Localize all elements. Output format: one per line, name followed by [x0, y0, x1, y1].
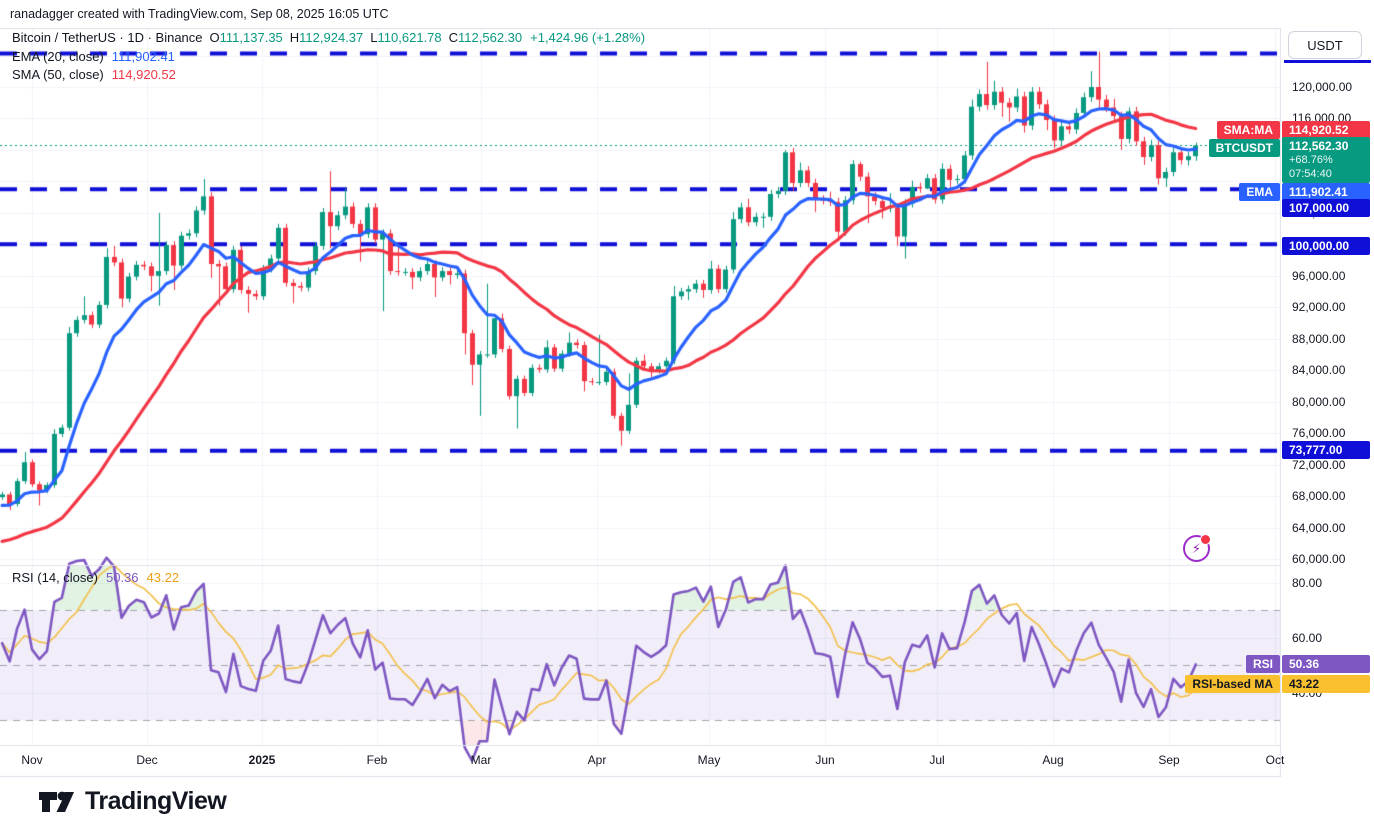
sma-label: SMA (50, close)	[12, 67, 104, 82]
price-tick-label: 68,000.00	[1292, 489, 1346, 504]
ema-axis-tag: EMA	[1239, 183, 1280, 201]
price-axis-badge: 73,777.00	[1282, 441, 1370, 459]
notification-dot	[1200, 534, 1211, 545]
tradingview-logo[interactable]: TradingView	[38, 787, 227, 816]
time-axis-month-label: Dec	[136, 753, 158, 767]
rsi-axis-badge: 50.36	[1282, 655, 1370, 673]
price-tick-label: 72,000.00	[1292, 457, 1346, 472]
rsi-legend: RSI (14, close) 50.36 43.22	[12, 570, 179, 585]
close-label: C	[448, 30, 459, 45]
sma-value: 114,920.52	[111, 67, 176, 82]
open-label: O	[209, 30, 220, 45]
rsi-axis-badge: 43.22	[1282, 675, 1370, 693]
high-label: H	[289, 30, 300, 45]
rsi-axis-tag: RSI	[1245, 655, 1280, 673]
close-value: 112,562.30	[458, 30, 523, 45]
price-tick-label: 76,000.00	[1292, 426, 1346, 441]
rsi-value: 50.36	[105, 570, 139, 585]
time-axis-month-label: Mar	[470, 753, 492, 767]
price-tick-label: 92,000.00	[1292, 300, 1346, 315]
lightning-bolt-icon: ⚡	[1191, 541, 1202, 556]
rsi-tick-label: 80.00	[1292, 575, 1323, 590]
price-tick-label: 84,000.00	[1292, 363, 1346, 378]
sma-ma-axis-tag: SMA:MA	[1216, 121, 1280, 139]
time-axis-month-label: Feb	[366, 753, 388, 767]
tradingview-logo-mark	[39, 791, 74, 812]
price-axis-badge: 112,562.30 +68.76% 07:54:40	[1282, 137, 1370, 183]
time-axis-month-label: Sep	[1158, 753, 1180, 767]
price-axis-badge: 111,902.41	[1282, 183, 1370, 201]
time-axis-month-label: Oct	[1265, 753, 1285, 767]
change-value: +1,424.96 (+1.28%)	[530, 30, 646, 45]
ema-label: EMA (20, close)	[12, 49, 104, 64]
time-axis-scale[interactable]: Nov Dec 2025 Feb Mar Apr May Jun Jul Aug Sep Oct	[0, 745, 1284, 777]
time-axis-month-label: Apr	[587, 753, 607, 767]
tradingview-logo-text: TradingView	[85, 787, 227, 815]
rsi-label: RSI (14, close)	[12, 570, 98, 585]
low-value: 110,621.78	[377, 30, 442, 45]
price-axis-badge: 100,000.00	[1282, 237, 1370, 255]
rsi-tick-label: 60.00	[1292, 630, 1323, 645]
time-axis-month-label: Jul	[929, 753, 945, 767]
sma-legend: SMA (50, close) 114,920.52	[12, 67, 176, 82]
rsi-based-ma-axis-tag: RSI-based MA	[1185, 675, 1280, 693]
price-axis-badge: 114,920.52	[1282, 121, 1370, 139]
symbol-title: Bitcoin / TetherUS · 1D · Binance	[12, 30, 203, 45]
price-tick-label: 80,000.00	[1292, 394, 1346, 409]
symbol-legend: Bitcoin / TetherUS · 1D · Binance O111,13…	[12, 30, 645, 45]
rsi-ma-value: 43.22	[146, 570, 180, 585]
low-label: L	[370, 30, 378, 45]
time-axis-month-label: Nov	[21, 753, 43, 767]
time-axis-month-label: Aug	[1042, 753, 1064, 767]
price-tick-label: 64,000.00	[1292, 520, 1346, 535]
time-axis-month-label: 2025	[248, 753, 276, 767]
watermark-text: ranadagger created with TradingView.com,…	[10, 7, 389, 21]
currency-usdt-button[interactable]: USDT	[1288, 31, 1362, 59]
price-tick-label: 120,000.00	[1292, 80, 1353, 94]
flash-icon[interactable]: ⚡	[1183, 534, 1211, 562]
price-axis-scale[interactable]: 120,000.00116,000.00112,000.00108,000.00…	[1281, 28, 1374, 777]
ema-value: 111,902.41	[111, 49, 175, 64]
open-value: 111,137.35	[219, 30, 283, 45]
price-tick-label: 88,000.00	[1292, 331, 1346, 346]
price-chart-canvas[interactable]	[0, 0, 1374, 777]
upper-level-axis-marker	[1284, 60, 1371, 63]
high-value: 112,924.37	[299, 30, 364, 45]
btcusdt-axis-tag: BTCUSDT	[1208, 139, 1280, 157]
time-axis-month-label: May	[697, 753, 721, 767]
time-axis-month-label: Jun	[815, 753, 835, 767]
price-tick-label: 60,000.00	[1292, 552, 1346, 566]
price-axis-badge: 107,000.00	[1282, 199, 1370, 217]
ema-legend: EMA (20, close) 111,902.41	[12, 49, 175, 64]
price-tick-label: 96,000.00	[1292, 268, 1346, 283]
